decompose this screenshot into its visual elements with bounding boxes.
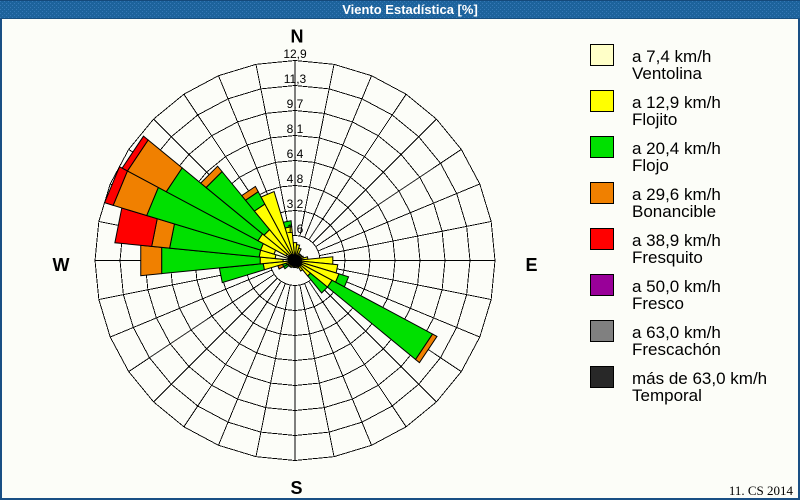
svg-text:N: N bbox=[291, 27, 304, 47]
svg-text:8,1: 8,1 bbox=[287, 122, 304, 136]
svg-text:6,4: 6,4 bbox=[287, 147, 304, 161]
svg-text:4,8: 4,8 bbox=[287, 172, 304, 186]
svg-text:W: W bbox=[53, 255, 70, 275]
svg-text:11,3: 11,3 bbox=[284, 72, 307, 86]
svg-text:9,7: 9,7 bbox=[287, 97, 304, 111]
svg-text:3,2: 3,2 bbox=[287, 197, 304, 211]
svg-text:1,6: 1,6 bbox=[287, 222, 304, 236]
svg-text:12,9: 12,9 bbox=[283, 47, 307, 61]
svg-text:E: E bbox=[525, 255, 537, 275]
svg-text:S: S bbox=[290, 478, 302, 498]
